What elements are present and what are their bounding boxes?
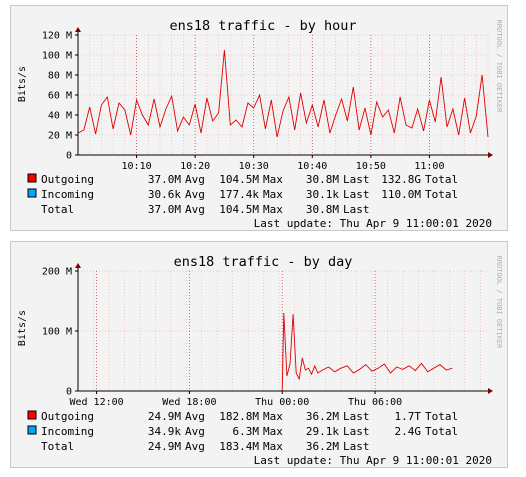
x-tick-label: 10:20 (180, 161, 210, 172)
total-label: Total (425, 188, 458, 201)
max-label: Max (263, 188, 283, 201)
y-axis-label: Bits/s (17, 310, 28, 346)
outgoing-series-line (77, 49, 489, 138)
last-update-text: Last update: Thu Apr 9 11:00:01 2020 (254, 217, 492, 230)
total-max: 104.5M (219, 203, 259, 216)
y-tick-label: 40 M (48, 111, 72, 122)
x-tick-label: 10:40 (297, 161, 327, 172)
incoming-last: 30.1k (306, 188, 339, 201)
x-tick-label: 10:30 (239, 161, 269, 172)
x-tick-label: Wed 12:00 (69, 397, 123, 408)
outgoing-legend-swatch (27, 173, 37, 183)
x-tick-label: 10:10 (122, 161, 152, 172)
last-label: Last (343, 173, 370, 186)
avg-label: Avg (185, 440, 205, 453)
outgoing-legend-swatch (27, 410, 37, 420)
outgoing-series-line (281, 312, 453, 392)
incoming-max: 6.3M (233, 425, 260, 438)
avg-label: Avg (185, 203, 205, 216)
total-avg: 37.0M (148, 203, 181, 216)
incoming-avg: 30.6k (148, 188, 181, 201)
total-last: 36.2M (306, 440, 339, 453)
traffic-by-hour-chart: ens18 traffic - by hour Bits/s RRDTOOL /… (17, 18, 503, 230)
last-label: Last (343, 425, 370, 438)
incoming-max: 177.4k (219, 188, 259, 201)
outgoing-avg: 37.0M (148, 173, 181, 186)
incoming-total: 2.4G (395, 425, 422, 438)
chart-title: ens18 traffic - by hour (170, 18, 357, 34)
max-label: Max (263, 203, 283, 216)
y-tick-label: 80 M (48, 71, 72, 82)
total-row-label: Total (41, 440, 74, 453)
x-tick-label: Thu 00:00 (255, 397, 309, 408)
y-tick-label: 200 M (42, 267, 72, 278)
avg-label: Avg (185, 425, 205, 438)
watermark-text: RRDTOOL / TOBI OETIKER (495, 20, 503, 114)
x-axis-arrow-icon (488, 152, 493, 158)
total-max: 183.4M (219, 440, 259, 453)
x-tick-label: 11:00 (414, 161, 444, 172)
incoming-legend-swatch (27, 425, 37, 435)
x-tick-label: Wed 18:00 (162, 397, 216, 408)
last-label: Last (343, 440, 370, 453)
incoming-last: 29.1k (306, 425, 339, 438)
total-label: Total (425, 410, 458, 423)
y-tick-label: 120 M (42, 31, 72, 42)
outgoing-total: 1.7T (395, 410, 422, 423)
outgoing-total: 132.8G (381, 173, 421, 186)
avg-label: Avg (185, 173, 205, 186)
y-axis-arrow-icon (75, 263, 81, 268)
traffic-by-hour-panel: ens18 traffic - by hour Bits/s RRDTOOL /… (10, 5, 508, 231)
avg-label: Avg (185, 188, 205, 201)
y-axis-label: Bits/s (17, 66, 28, 102)
chart-title: ens18 traffic - by day (174, 254, 353, 270)
y-tick-label: 20 M (48, 131, 72, 142)
avg-label: Avg (185, 410, 205, 423)
x-tick-label: Thu 06:00 (348, 397, 402, 408)
max-label: Max (263, 173, 283, 186)
incoming-total: 110.0M (381, 188, 421, 201)
y-axis-arrow-icon (75, 27, 81, 32)
outgoing-last: 30.8M (306, 173, 339, 186)
incoming-label: Incoming (41, 188, 94, 201)
y-tick-label: 100 M (42, 51, 72, 62)
outgoing-label: Outgoing (41, 173, 94, 186)
last-update-text: Last update: Thu Apr 9 11:00:01 2020 (254, 454, 492, 467)
y-tick-label: 0 (66, 151, 72, 162)
outgoing-avg: 24.9M (148, 410, 181, 423)
outgoing-max: 182.8M (219, 410, 259, 423)
incoming-avg: 34.9k (148, 425, 181, 438)
outgoing-label: Outgoing (41, 410, 94, 423)
x-tick-label: 10:50 (356, 161, 386, 172)
y-tick-label: 100 M (42, 327, 72, 338)
y-tick-label: 60 M (48, 91, 72, 102)
total-label: Total (425, 173, 458, 186)
outgoing-last: 36.2M (306, 410, 339, 423)
last-label: Last (343, 203, 370, 216)
last-label: Last (343, 410, 370, 423)
traffic-by-day-panel: ens18 traffic - by day Bits/s RRDTOOL / … (10, 241, 508, 468)
max-label: Max (263, 425, 283, 438)
outgoing-max: 104.5M (219, 173, 259, 186)
traffic-by-day-chart: ens18 traffic - by day Bits/s RRDTOOL / … (17, 254, 503, 467)
total-last: 30.8M (306, 203, 339, 216)
total-label: Total (425, 425, 458, 438)
total-avg: 24.9M (148, 440, 181, 453)
y-tick-label: 0 (66, 387, 72, 398)
watermark-text: RRDTOOL / TOBI OETIKER (495, 256, 503, 350)
last-label: Last (343, 188, 370, 201)
incoming-legend-swatch (27, 188, 37, 198)
x-axis-arrow-icon (488, 388, 493, 394)
total-row-label: Total (41, 203, 74, 216)
incoming-label: Incoming (41, 425, 94, 438)
max-label: Max (263, 440, 283, 453)
max-label: Max (263, 410, 283, 423)
